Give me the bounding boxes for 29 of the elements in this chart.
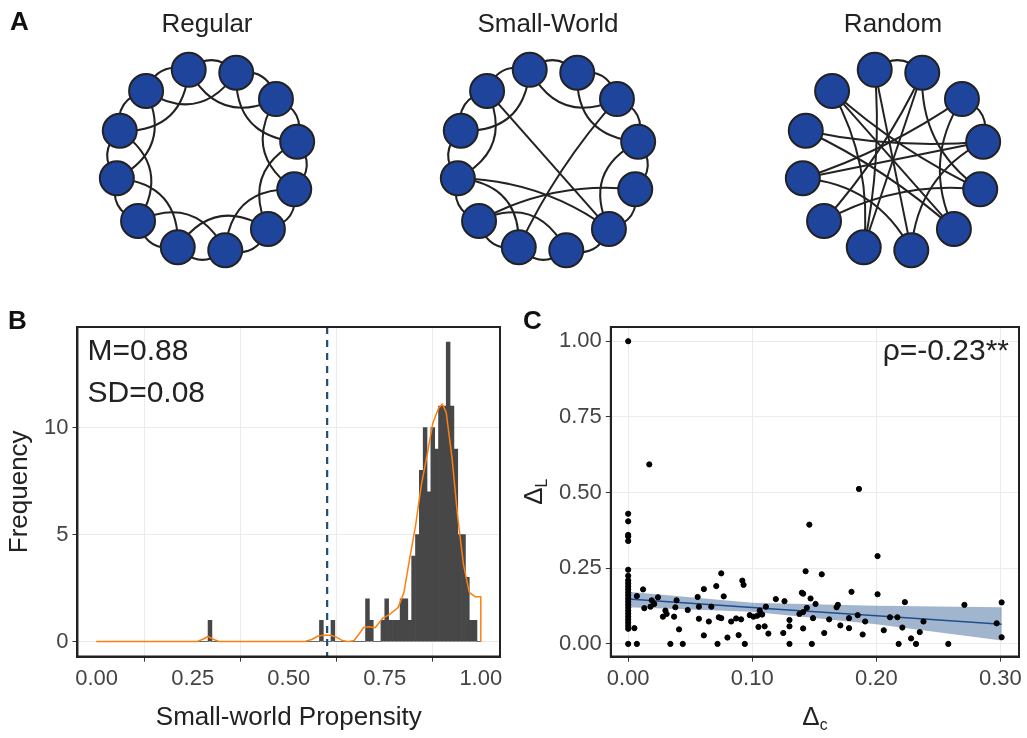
y-tick-label: 10 bbox=[43, 413, 69, 439]
x-tick-label: 0.00 bbox=[606, 664, 650, 690]
y-tick-label: 0.75 bbox=[558, 402, 602, 428]
chart-title: B bbox=[8, 305, 27, 336]
y-tick-label: 5 bbox=[56, 520, 69, 546]
text: A bbox=[10, 6, 29, 37]
x-tick-label: 0.10 bbox=[730, 664, 774, 690]
annotation: ρ=-0.23** bbox=[882, 333, 1010, 367]
x-tick-label: 0.30 bbox=[978, 664, 1022, 690]
x-tick-label: 1.00 bbox=[459, 664, 503, 690]
chart-title: C bbox=[523, 305, 542, 336]
text: Regular bbox=[161, 8, 253, 38]
x-tick-label: 0.00 bbox=[75, 664, 119, 690]
y-axis-title: ΔL bbox=[518, 478, 551, 505]
annotation: M=0.88 bbox=[87, 333, 189, 367]
x-tick-label: 0.75 bbox=[363, 664, 407, 690]
y-axis-title: Frequency bbox=[3, 430, 34, 554]
text: Random bbox=[843, 8, 943, 38]
text: Small-World bbox=[477, 8, 619, 38]
y-tick-label: 0.00 bbox=[558, 629, 602, 655]
x-tick-label: 0.50 bbox=[267, 664, 311, 690]
annotation: SD=0.08 bbox=[87, 375, 206, 409]
x-tick-label: 0.25 bbox=[171, 664, 215, 690]
x-axis-title: Small-world Propensity bbox=[155, 701, 422, 732]
y-tick-label: 0 bbox=[56, 627, 69, 653]
x-tick-label: 0.20 bbox=[854, 664, 898, 690]
y-tick-label: 1.00 bbox=[558, 327, 602, 353]
y-tick-label: 0.50 bbox=[558, 478, 602, 504]
y-tick-label: 0.25 bbox=[558, 554, 602, 580]
